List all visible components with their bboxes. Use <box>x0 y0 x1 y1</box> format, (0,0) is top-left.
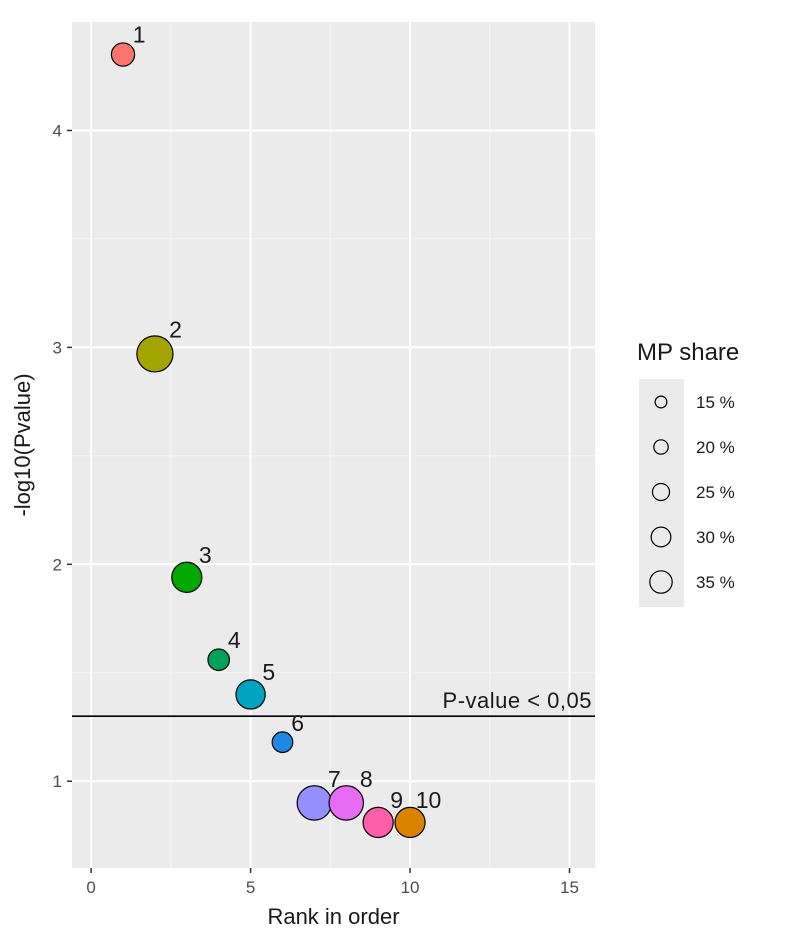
legend-key-15 <box>654 395 668 409</box>
plot-panel <box>72 22 595 868</box>
size-legend: MP share 15 % 20 % 25 % 30 % 35 % <box>637 339 739 607</box>
x-axis-title: Rank in order <box>267 904 399 929</box>
legend-label-25: 25 % <box>696 483 735 502</box>
legend-label-30: 30 % <box>696 528 735 547</box>
data-point-label-2: 2 <box>169 316 182 342</box>
legend-label-20: 20 % <box>696 438 735 457</box>
y-tick-label: 4 <box>53 121 62 140</box>
data-point-9 <box>362 806 394 839</box>
data-point-label-1: 1 <box>133 21 146 47</box>
legend-title: MP share <box>637 339 739 366</box>
y-tick-label: 2 <box>53 555 62 574</box>
axis-ticks <box>67 129 571 873</box>
x-tick-label: 15 <box>560 878 579 897</box>
legend-key-25 <box>651 482 671 502</box>
data-point-label-9: 9 <box>390 787 403 813</box>
data-point-3 <box>171 561 203 593</box>
data-point-label-8: 8 <box>360 766 373 792</box>
data-point-8 <box>328 785 365 821</box>
reference-line-label: P-value < 0,05 <box>443 688 592 713</box>
legend-entries: 15 % 20 % 25 % 30 % 35 % <box>649 393 735 594</box>
data-point-1 <box>110 42 136 67</box>
legend-key-20 <box>653 439 669 455</box>
y-tick-label: 3 <box>53 338 62 357</box>
y-axis-title: -log10(Pvalue) <box>10 373 35 516</box>
data-point-label-10: 10 <box>416 787 442 813</box>
data-point-2 <box>136 335 174 373</box>
major-gridlines <box>72 22 595 868</box>
y-tick-label: 1 <box>53 772 62 791</box>
data-point-7 <box>296 785 333 821</box>
x-tick-label: 0 <box>86 878 95 897</box>
data-point-10 <box>394 806 426 839</box>
data-point-label-5: 5 <box>262 659 275 685</box>
legend-key-30 <box>650 526 672 548</box>
data-points <box>110 42 426 839</box>
data-point-labels: 1 2 3 456 7 89 10 <box>133 21 442 812</box>
legend-key-35 <box>649 570 673 594</box>
legend-label-15: 15 % <box>696 393 735 412</box>
x-tick-label: 5 <box>246 878 255 897</box>
legend-key-background <box>639 379 684 607</box>
data-point-6 <box>271 731 294 754</box>
legend-label-35: 35 % <box>696 573 735 592</box>
data-point-label-6: 6 <box>291 710 304 736</box>
minor-gridlines <box>72 22 595 868</box>
data-point-label-7: 7 <box>328 766 341 792</box>
data-point-label-4: 4 <box>228 627 241 653</box>
data-point-4 <box>207 648 231 672</box>
data-point-label-3: 3 <box>199 542 212 568</box>
tick-labels: 0 5 10 15 1 2 3 4 <box>53 121 579 897</box>
x-tick-label: 10 <box>401 878 420 897</box>
data-point-5 <box>235 679 266 710</box>
